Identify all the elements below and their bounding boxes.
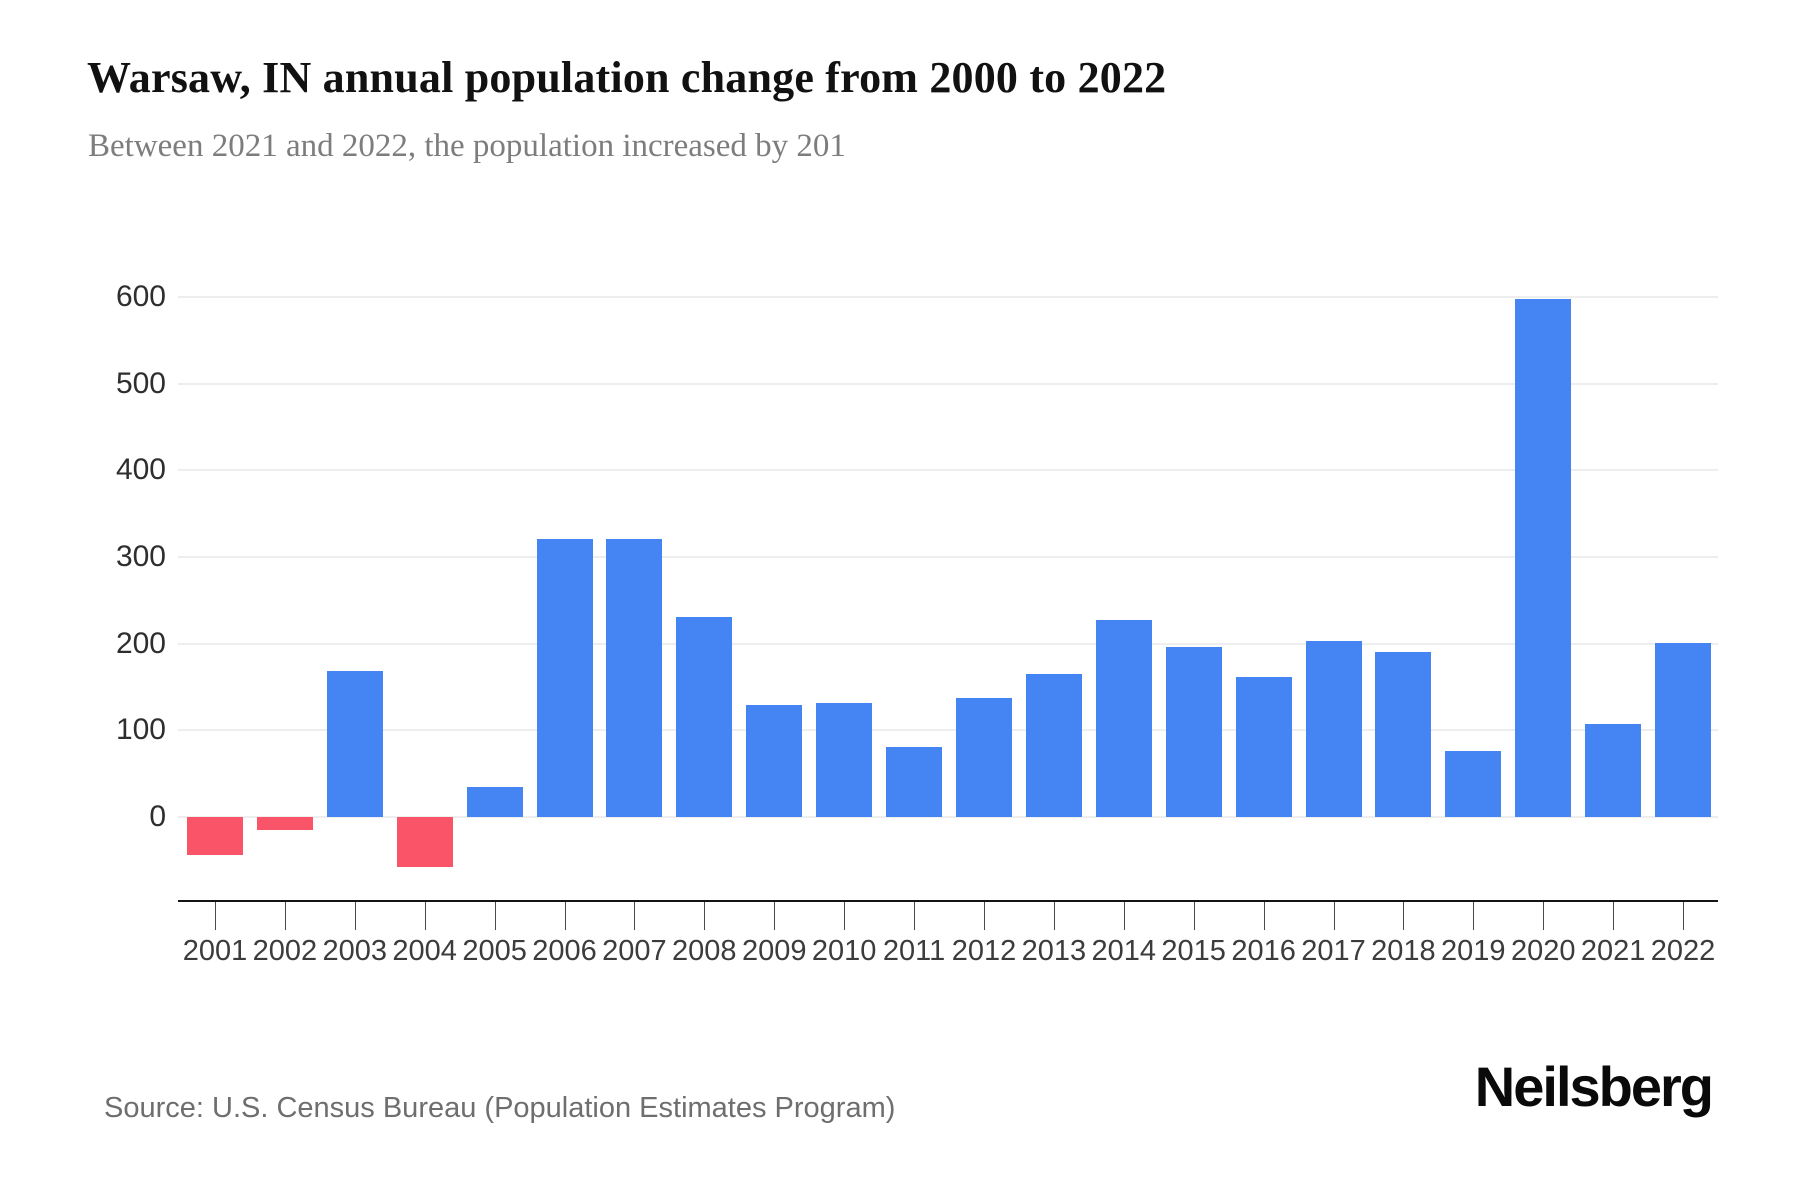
x-axis-tick-2014	[1123, 902, 1125, 930]
bar-2011	[886, 746, 943, 817]
y-gridline-500	[178, 382, 1718, 385]
bar-2021	[1585, 724, 1642, 817]
bar-2014	[1095, 620, 1152, 817]
bar-2005	[466, 786, 523, 817]
x-axis-tick-2012	[983, 902, 985, 930]
bar-2004	[396, 817, 453, 868]
y-gridline-300	[178, 555, 1718, 558]
x-axis-tick-2015	[1193, 902, 1195, 930]
x-axis-label-2003: 2003	[322, 935, 388, 967]
x-axis-label-2002: 2002	[252, 935, 318, 967]
x-axis-label-2008: 2008	[672, 935, 737, 967]
x-axis-tick-2018	[1403, 902, 1405, 930]
x-axis-tick-2013	[1053, 902, 1055, 930]
x-axis-tick-2017	[1333, 902, 1335, 930]
x-axis-label-2019: 2019	[1441, 935, 1506, 967]
bar-2003	[326, 671, 383, 817]
x-axis-label-2015: 2015	[1161, 935, 1226, 967]
bar-2015	[1165, 647, 1222, 817]
bar-2020	[1515, 298, 1572, 817]
bar-2018	[1375, 652, 1432, 817]
x-axis-tick-2020	[1543, 902, 1545, 930]
x-axis-tick-2021	[1613, 902, 1615, 930]
y-axis-label-400: 400	[115, 453, 166, 487]
x-axis-tick-2005	[494, 902, 496, 930]
bar-2017	[1305, 641, 1362, 817]
x-axis-label-2007: 2007	[602, 935, 667, 967]
x-axis-label-2006: 2006	[532, 935, 597, 967]
x-axis-tick-2003	[354, 902, 356, 930]
bar-2006	[536, 538, 593, 817]
bar-2022	[1655, 642, 1712, 817]
x-axis-label-2012: 2012	[951, 935, 1017, 967]
x-axis-label-2005: 2005	[462, 935, 527, 967]
x-axis-line	[178, 900, 1718, 902]
y-axis-label-500: 500	[115, 366, 166, 400]
x-axis-tick-2001	[214, 902, 216, 930]
y-gridline-100	[178, 729, 1718, 732]
x-axis-tick-2006	[564, 902, 566, 930]
y-gridline-400	[178, 469, 1718, 472]
x-axis-label-2017: 2017	[1301, 935, 1366, 967]
chart-subtitle: Between 2021 and 2022, the population in…	[88, 128, 846, 164]
bar-2019	[1445, 751, 1502, 817]
x-axis-tick-2002	[284, 902, 286, 930]
y-axis-label-300: 300	[115, 539, 166, 573]
x-axis-label-2022: 2022	[1650, 935, 1716, 967]
x-axis-label-2010: 2010	[811, 935, 877, 967]
x-axis-label-2009: 2009	[741, 935, 807, 967]
x-axis-label-2021: 2021	[1580, 935, 1646, 967]
bar-2002	[256, 817, 313, 830]
x-axis-tick-2004	[424, 902, 426, 930]
x-axis-tick-2010	[844, 902, 846, 930]
x-axis-tick-2016	[1263, 902, 1265, 930]
x-axis-label-2001: 2001	[182, 935, 248, 967]
x-axis-label-2016: 2016	[1231, 935, 1296, 967]
bar-2012	[955, 698, 1012, 817]
bar-2013	[1025, 673, 1082, 817]
x-axis-tick-2007	[634, 902, 636, 930]
x-axis-label-2013: 2013	[1021, 935, 1087, 967]
x-axis-label-2011: 2011	[882, 935, 946, 967]
y-axis-label-200: 200	[115, 626, 166, 660]
x-axis-tick-2009	[774, 902, 776, 930]
bar-2008	[676, 616, 733, 817]
bar-2001	[186, 817, 243, 856]
source-note: Source: U.S. Census Bureau (Population E…	[104, 1092, 896, 1124]
x-axis-label-2018: 2018	[1371, 935, 1436, 967]
chart-title: Warsaw, IN annual population change from…	[87, 53, 1167, 102]
y-gridline-200	[178, 642, 1718, 645]
bar-2007	[606, 538, 663, 817]
x-axis-tick-2008	[704, 902, 706, 930]
y-axis-label-100: 100	[115, 713, 166, 747]
bar-2010	[816, 702, 873, 817]
bar-2016	[1235, 676, 1292, 817]
y-gridline-600	[178, 295, 1718, 298]
x-axis-label-2014: 2014	[1091, 935, 1157, 967]
x-axis-label-2020: 2020	[1510, 935, 1576, 967]
brand-logo: Neilsberg	[1474, 1055, 1714, 1118]
x-axis-tick-2011	[914, 902, 916, 930]
x-axis-tick-2022	[1683, 902, 1685, 930]
y-axis-label-0: 0	[149, 800, 166, 833]
x-axis-label-2004: 2004	[392, 935, 457, 967]
bar-2009	[746, 705, 803, 817]
y-axis-label-600: 600	[115, 279, 166, 313]
y-gridline-0	[178, 816, 1718, 818]
x-axis-tick-2019	[1473, 902, 1475, 930]
